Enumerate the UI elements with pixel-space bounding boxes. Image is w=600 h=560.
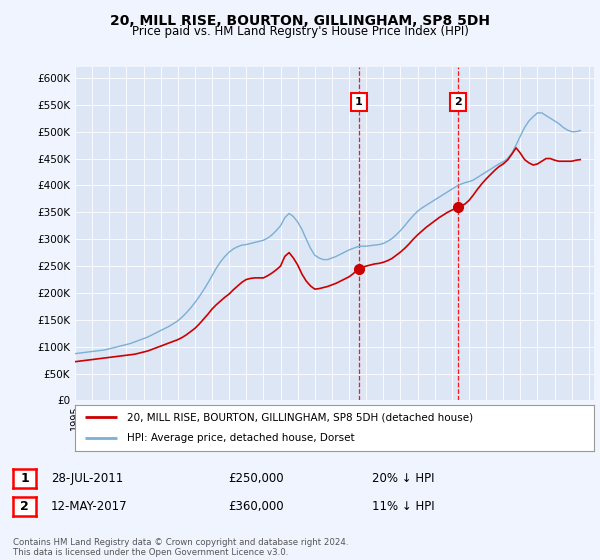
Text: £360,000: £360,000 [228,500,284,514]
Text: 1: 1 [355,97,362,107]
Text: 2: 2 [20,500,29,514]
Text: 2: 2 [454,97,462,107]
Text: 1: 1 [20,472,29,486]
Text: Contains HM Land Registry data © Crown copyright and database right 2024.
This d: Contains HM Land Registry data © Crown c… [13,538,349,557]
Text: 28-JUL-2011: 28-JUL-2011 [51,472,123,486]
Text: £250,000: £250,000 [228,472,284,486]
Text: 12-MAY-2017: 12-MAY-2017 [51,500,128,514]
Text: 20, MILL RISE, BOURTON, GILLINGHAM, SP8 5DH (detached house): 20, MILL RISE, BOURTON, GILLINGHAM, SP8 … [127,412,473,422]
Text: HPI: Average price, detached house, Dorset: HPI: Average price, detached house, Dors… [127,433,355,444]
Text: 20% ↓ HPI: 20% ↓ HPI [372,472,434,486]
Text: 20, MILL RISE, BOURTON, GILLINGHAM, SP8 5DH: 20, MILL RISE, BOURTON, GILLINGHAM, SP8 … [110,14,490,28]
Text: 11% ↓ HPI: 11% ↓ HPI [372,500,434,514]
Text: Price paid vs. HM Land Registry's House Price Index (HPI): Price paid vs. HM Land Registry's House … [131,25,469,38]
